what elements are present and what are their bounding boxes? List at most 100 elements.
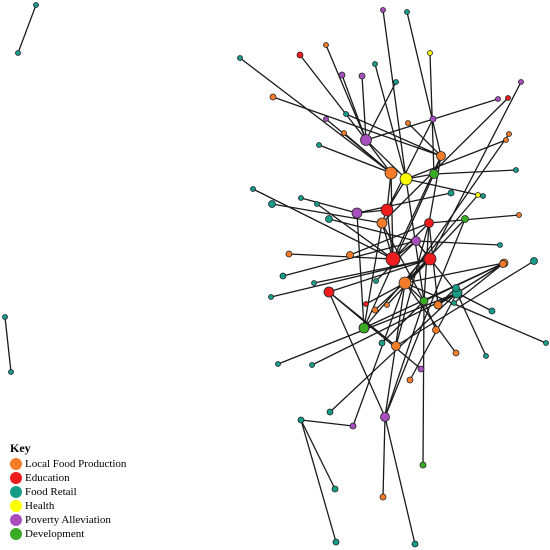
legend-label: Education [25,472,70,484]
graph-edge [300,419,337,543]
legend-swatch [10,528,22,540]
graph-edge [406,11,442,157]
graph-node [497,242,503,248]
graph-edge [328,291,386,418]
graph-edge [328,258,431,293]
graph-edge [288,253,394,260]
graph-node [275,361,281,367]
graph-edge [404,133,510,284]
graph-node [326,408,334,416]
graph-edge [381,222,425,302]
graph-node [33,2,39,8]
graph-edge [329,292,458,413]
graph-node [269,93,277,101]
graph-edge [456,262,505,294]
graph-edge [382,9,407,180]
graph-node [268,294,274,300]
graph-edge [349,222,430,256]
legend-swatch [10,458,22,470]
graph-node [391,341,401,351]
graph-edge [415,240,501,246]
graph-node [488,307,496,315]
graph-node [384,302,390,308]
graph-node [451,300,457,306]
graph-edge [352,282,406,427]
legend-label: Poverty Alleviation [25,514,111,526]
legend-swatch [10,500,22,512]
graph-node [296,51,304,59]
graph-node [343,111,349,117]
graph-edge [381,97,509,224]
graph-node [461,215,469,223]
graph-node [346,251,354,259]
graph-node [309,362,315,368]
graph-node [373,278,379,284]
graph-edge [299,54,367,141]
graph-node [405,120,411,126]
graph-edge [17,4,37,54]
graph-edge [252,188,394,260]
graph-edge [300,419,336,490]
graph-edge [272,96,442,157]
graph-node [311,280,317,286]
graph-edge [405,178,484,197]
graph-node [499,260,507,268]
graph-node [250,186,256,192]
graph-node [423,252,437,266]
graph-node [268,200,276,208]
graph-node [341,130,347,136]
graph-edge [423,300,437,331]
graph-node [447,189,455,197]
graph-edge [345,113,442,157]
graph-node [427,50,433,56]
graph-node [297,416,305,424]
legend-label: Development [25,528,85,540]
graph-node [419,296,429,306]
legend: Key Local Food Production Education Food R… [10,441,126,541]
graph-node [452,349,460,357]
graph-edge [429,81,522,260]
graph-edge [365,139,392,174]
graph-node [506,131,512,137]
legend-label: Food Retail [25,486,77,498]
graph-node [360,134,372,146]
graph-edge [392,222,430,260]
graph-edge [382,416,386,498]
legend-label: Health [25,500,55,512]
graph-edge [404,282,547,344]
graph-node [325,215,333,223]
graph-edge [356,212,365,329]
graph-node [429,115,437,123]
legend-swatch [10,472,22,484]
graph-edge [363,173,435,329]
graph-edge [386,209,394,260]
legend-item: Health [10,499,126,513]
graph-node [432,326,440,334]
graph-node [237,55,243,61]
graph-edge [311,292,458,366]
graph-edge [325,44,367,141]
legend-item: Development [10,527,126,541]
graph-node [371,306,379,314]
graph-node [378,339,386,347]
graph-node [376,217,388,229]
graph-node [314,201,320,207]
legend-swatch [10,486,22,498]
graph-node [417,365,425,373]
graph-edge [384,300,425,418]
graph-node [480,193,486,199]
graph-node [298,195,304,201]
graph-node [404,9,410,15]
graph-edge [384,218,466,418]
legend-swatch [10,514,22,526]
graph-edge [453,262,505,304]
graph-edge [300,197,358,214]
graph-edge [318,144,392,174]
graph-edge [313,258,431,284]
graph-edge [415,240,458,294]
graph-node [429,169,439,179]
graph-node [505,95,511,101]
graph-node [285,250,293,258]
